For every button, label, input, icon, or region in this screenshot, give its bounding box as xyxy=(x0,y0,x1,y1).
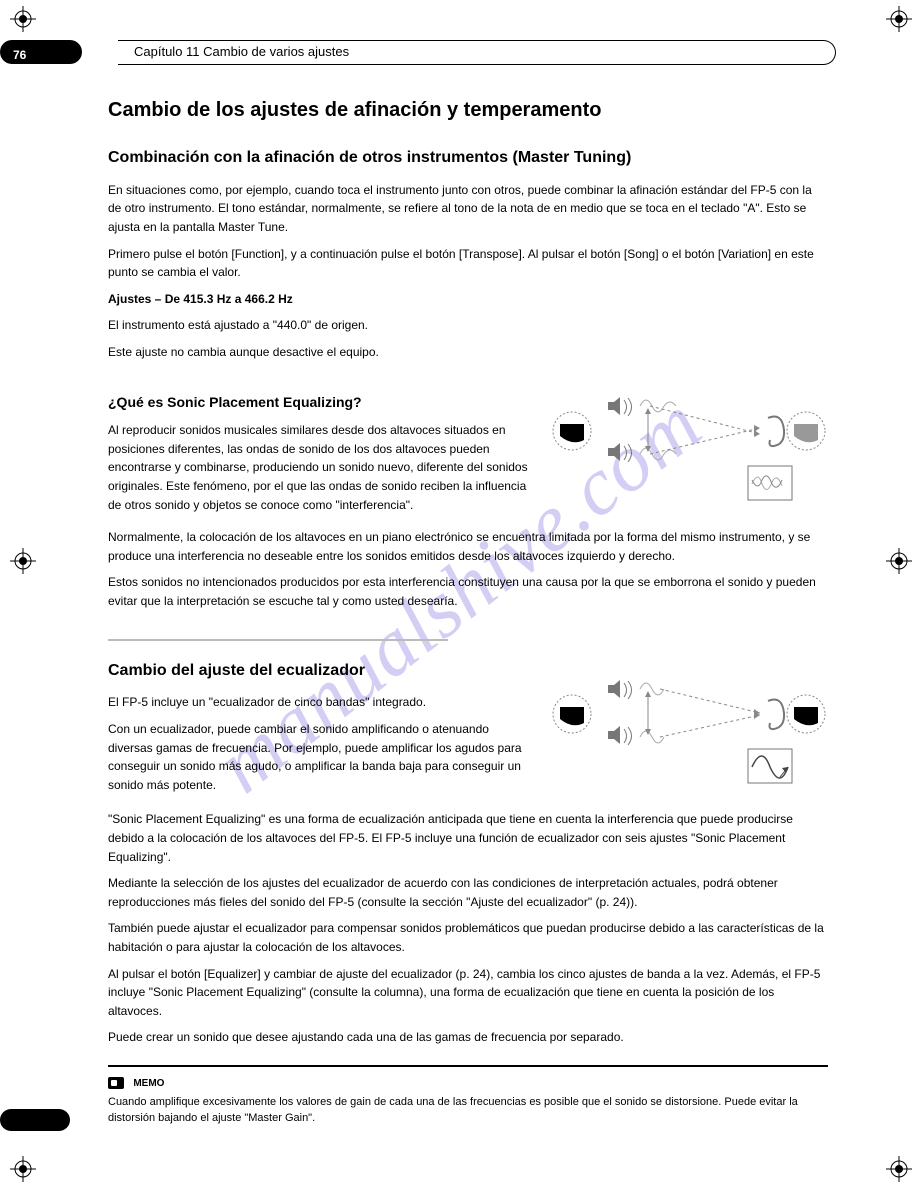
para: Normalmente, la colocación de los altavo… xyxy=(108,528,828,565)
header-title: Capítulo 11 Cambio de varios ajustes xyxy=(134,44,349,59)
heading-master-tuning: Combinación con la afinación de otros in… xyxy=(108,146,828,171)
memo-text: Cuando amplifique excesivamente los valo… xyxy=(108,1095,828,1127)
memo-divider xyxy=(108,1065,828,1067)
heading-equalizer: Cambio del ajuste del ecualizador xyxy=(108,659,532,684)
para: En situaciones como, por ejemplo, cuando… xyxy=(108,181,828,237)
para: Al pulsar el botón [Equalizer] y cambiar… xyxy=(108,965,828,1021)
diagram-interference xyxy=(550,376,828,506)
diagram-reproduction xyxy=(550,659,828,789)
para: Estos sonidos no intencionados producido… xyxy=(108,573,828,610)
memo-icon xyxy=(108,1077,124,1089)
heading-main: Cambio de los ajustes de afinación y tem… xyxy=(108,95,828,126)
para: Con un ecualizador, puede cambiar el son… xyxy=(108,720,532,794)
para: También puede ajustar el ecualizador par… xyxy=(108,919,828,956)
memo-block: MEMO Cuando amplifique excesivamente los… xyxy=(108,1073,828,1127)
para: "Sonic Placement Equalizing" es una form… xyxy=(108,810,828,866)
page-number: 76 xyxy=(13,48,26,62)
reg-mark-icon xyxy=(10,6,36,32)
section-divider xyxy=(108,639,448,641)
para: Al reproducir sonidos musicales similare… xyxy=(108,421,532,514)
reg-mark-icon xyxy=(886,548,912,574)
para: Puede crear un sonido que desee ajustand… xyxy=(108,1028,828,1047)
para: Primero pulse el botón [Function], y a c… xyxy=(108,245,828,282)
reg-mark-icon xyxy=(886,6,912,32)
content-region: Cambio de los ajustes de afinación y tem… xyxy=(108,95,828,1127)
range: Ajustes – De 415.3 Hz a 466.2 Hz xyxy=(108,290,828,309)
para: Mediante la selección de los ajustes del… xyxy=(108,874,828,911)
reg-mark-icon xyxy=(886,1156,912,1182)
memo-label: MEMO xyxy=(133,1078,164,1089)
para: El FP-5 incluye un "ecualizador de cinco… xyxy=(108,693,532,712)
para: Este ajuste no cambia aunque desactive e… xyxy=(108,343,828,362)
page-tab-bottom xyxy=(0,1109,70,1131)
reg-mark-icon xyxy=(10,1156,36,1182)
para: El instrumento está ajustado a "440.0" d… xyxy=(108,316,828,335)
reg-mark-icon xyxy=(10,548,36,574)
heading-sonic: ¿Qué es Sonic Placement Equalizing? xyxy=(108,392,532,414)
